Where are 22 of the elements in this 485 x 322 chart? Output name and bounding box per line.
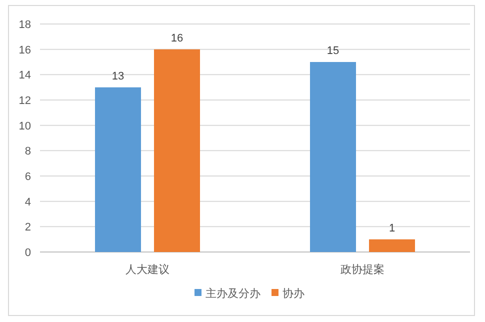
y-tick-label: 14 [18, 70, 31, 82]
y-tick-label: 18 [18, 19, 31, 31]
legend-label: 协办 [282, 287, 304, 300]
data-label: 15 [326, 45, 340, 57]
x-tick-label: 人大建议 [126, 263, 170, 276]
bar [154, 49, 200, 252]
data-label: 16 [170, 32, 184, 44]
legend-label: 主办及分办 [206, 287, 260, 300]
y-tick-label: 8 [24, 146, 31, 158]
y-tick-label: 12 [18, 95, 31, 107]
data-label: 1 [388, 222, 396, 234]
data-label: 13 [112, 70, 124, 82]
y-tick-label: 6 [24, 171, 31, 183]
y-tick-label: 2 [24, 222, 31, 234]
bar [95, 87, 141, 252]
y-tick-label: 0 [24, 247, 31, 259]
y-tick-label: 16 [18, 44, 31, 56]
y-tick-label: 4 [24, 196, 31, 208]
x-tick-label: 政协提案 [340, 263, 384, 276]
y-tick-label: 10 [18, 120, 31, 132]
bar [369, 239, 415, 252]
bar [310, 62, 356, 252]
